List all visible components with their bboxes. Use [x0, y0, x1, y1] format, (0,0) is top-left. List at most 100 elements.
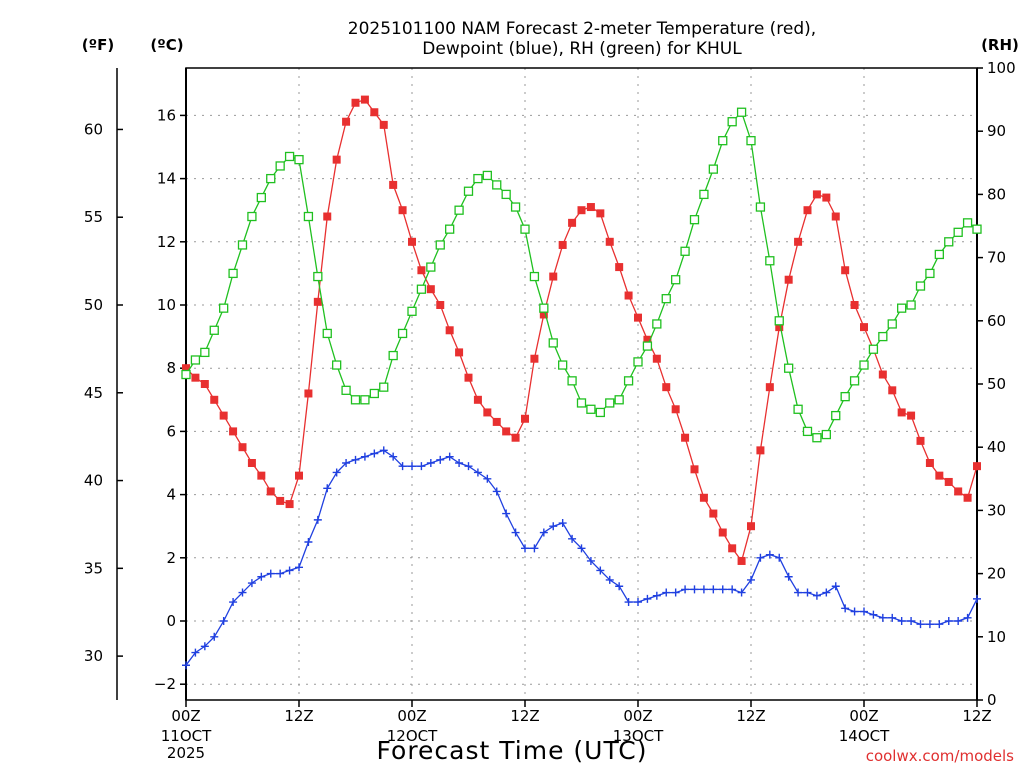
dewpoint-point	[342, 459, 351, 467]
credit-text: coolwx.com/models	[866, 747, 1014, 765]
dewpoint-point	[257, 572, 266, 581]
temperature-point	[332, 155, 341, 164]
rh-point	[944, 237, 954, 247]
rh-point	[209, 325, 219, 335]
temperature-point	[191, 373, 200, 382]
dewpoint-point	[266, 569, 275, 578]
temperature-point	[483, 408, 492, 417]
dewpoint-point	[850, 607, 859, 616]
temperature-point	[897, 408, 906, 417]
celsius-tick-label: 2	[166, 549, 176, 567]
rh-point	[473, 173, 483, 184]
rh-point	[605, 398, 615, 408]
fahrenheit-axis-ticks: 30 35 40 45 50 55 60	[84, 120, 123, 665]
rh-point	[388, 350, 398, 361]
dewpoint-point	[728, 585, 737, 594]
dewpoint-point	[671, 588, 680, 597]
dewpoint-point	[860, 607, 868, 616]
rh-point	[934, 249, 944, 260]
temperature-point	[257, 471, 266, 480]
rh-point	[219, 303, 229, 313]
rh-point	[718, 136, 728, 146]
dewpoint-point	[897, 617, 906, 625]
temperature-point	[502, 427, 511, 436]
temperature-point	[681, 433, 690, 442]
rh-point	[558, 360, 568, 370]
rh-tick-label: 10	[987, 628, 1006, 646]
dewpoint-point	[878, 613, 887, 622]
dewpoint-point	[944, 617, 953, 625]
temperature-point	[662, 383, 671, 392]
temperature-point	[812, 190, 821, 199]
dewpoint-point	[549, 522, 558, 531]
rh-point	[897, 303, 907, 313]
fahrenheit-tick-label: 50	[84, 296, 103, 314]
rh-point	[539, 303, 549, 313]
time-tick-label: 00Z	[849, 707, 878, 725]
celsius-tick-label: 10	[157, 296, 176, 314]
time-tick-label: 00Z	[397, 707, 426, 725]
temperature-point	[925, 459, 934, 467]
temperature-point	[784, 275, 793, 284]
gridlines	[186, 68, 977, 700]
rh-point	[887, 319, 897, 329]
dewpoint-point	[963, 613, 972, 622]
temperature-point	[379, 120, 388, 129]
dewpoint-point	[313, 515, 322, 524]
temperature-point	[973, 462, 981, 471]
dewpoint-point	[530, 544, 539, 553]
dewpoint-point	[925, 620, 934, 629]
temperature-point	[530, 354, 539, 363]
rh-point	[840, 391, 850, 402]
temperature-point	[652, 354, 661, 363]
temperature-point	[200, 380, 209, 388]
temperature-point	[756, 446, 765, 455]
temperature-point	[342, 117, 351, 126]
rh-point	[906, 300, 916, 310]
rh-point	[360, 395, 370, 405]
dewpoint-point	[624, 598, 633, 607]
dewpoint-point	[210, 632, 219, 641]
rh-point	[793, 404, 803, 414]
rh-point	[341, 385, 351, 395]
dewpoint-point	[605, 575, 614, 584]
rh-tick-label: 100	[987, 59, 1016, 77]
dewpoint-point	[389, 452, 398, 461]
temperature-point	[907, 411, 916, 420]
rh-point	[784, 363, 794, 373]
dewpoint-point	[643, 594, 652, 603]
rh-point	[313, 271, 323, 282]
rh-point	[652, 319, 662, 329]
rh-point	[529, 271, 540, 282]
celsius-tick-label: 0	[166, 612, 176, 630]
rh-point	[407, 306, 417, 316]
temperature-point	[728, 544, 737, 553]
rh-point	[256, 192, 266, 203]
chart-subtitle: Dewpoint (blue), RH (green) for KHUL	[422, 39, 742, 59]
temperature-point	[473, 395, 482, 404]
rh-point	[746, 136, 756, 146]
rh-point	[501, 189, 511, 200]
fahrenheit-tick-label: 35	[84, 559, 103, 577]
year-tick-label: 2025	[167, 744, 205, 762]
dewpoint-point	[568, 534, 577, 543]
dewpoint-point	[332, 468, 341, 477]
date-tick-label: 11OCT	[161, 727, 212, 745]
time-tick-label: 00Z	[623, 707, 652, 725]
temperature-point	[360, 95, 369, 104]
temperature-point	[888, 386, 897, 395]
rh-point	[548, 338, 558, 348]
temperature-point	[549, 272, 558, 281]
rh-point	[849, 376, 860, 386]
dewpoint-point	[219, 617, 228, 625]
chart-title: 2025101100 NAM Forecast 2-meter Temperat…	[348, 19, 816, 39]
dewpoint-point	[831, 582, 840, 591]
dewpoint-point	[681, 585, 690, 594]
dewpoint-point	[351, 455, 360, 464]
dewpoint-point	[247, 579, 256, 588]
celsius-axis-ticks: −2 0 2 4 6 8 10 12 14 16	[154, 106, 186, 693]
rh-point	[510, 202, 521, 212]
dewpoint-point	[662, 588, 671, 597]
rh-point	[595, 407, 605, 418]
temperature-point	[285, 500, 294, 509]
